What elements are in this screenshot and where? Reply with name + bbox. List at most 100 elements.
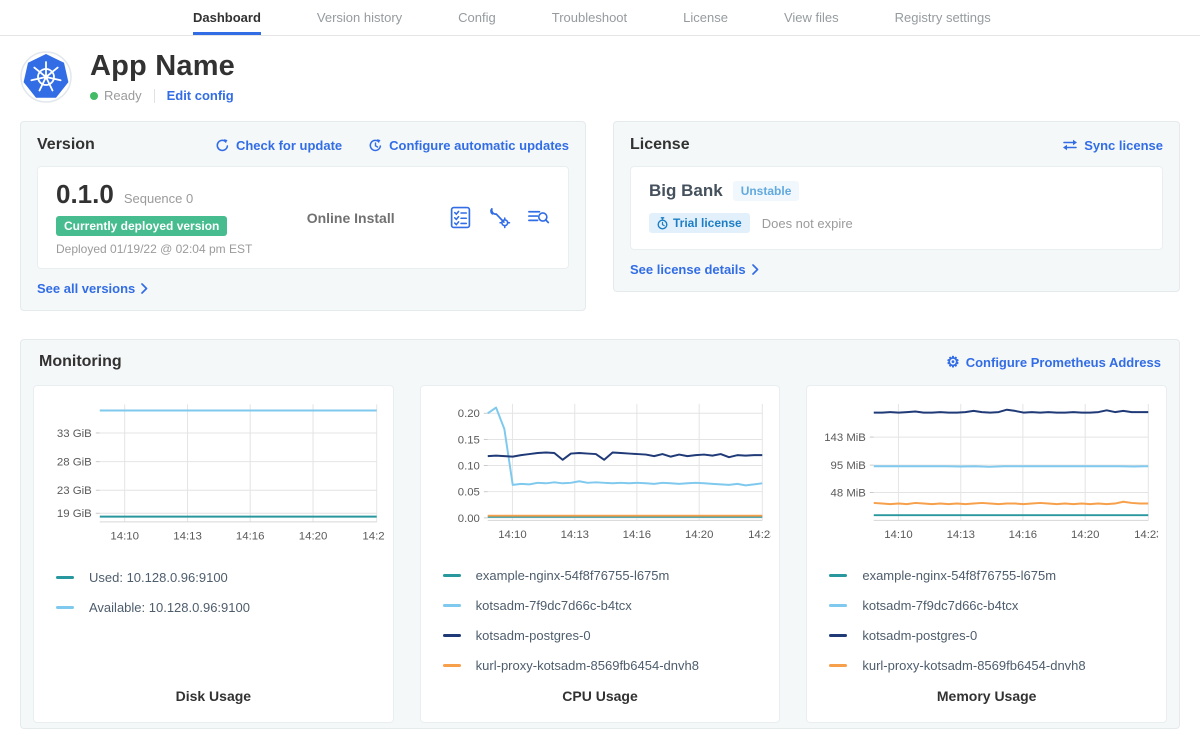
customer-name: Big Bank [649, 181, 723, 200]
license-expiry: Does not expire [761, 215, 853, 231]
legend-item: kurl-proxy-kotsadm-8569fb6454-dnvh8 [829, 658, 1158, 673]
sync-license-button[interactable]: Sync license [1062, 138, 1163, 153]
disk-usage-chart: 14:10 14:13 14:16 14:20 14:23 19 GiB 23 GiB 28 … [57, 404, 385, 543]
svg-text:0.20: 0.20 [457, 408, 479, 420]
legend-swatch [829, 604, 848, 607]
page-title: App Name [90, 50, 236, 82]
status-dot [90, 91, 98, 100]
legend-item: kotsadm-7f9dc7d66c-b4tcx [442, 598, 772, 613]
legend-label: kotsadm-postgres-0 [475, 628, 591, 643]
legend-label: example-nginx-54f8f76755-l675m [475, 568, 670, 583]
see-license-details-link[interactable]: See license details [630, 262, 759, 277]
memory-usage-legend: example-nginx-54f8f76755-l675m kotsadm-7f… [829, 568, 1158, 688]
chevron-right-icon [751, 264, 758, 275]
stopwatch-icon [657, 216, 668, 230]
app-header: App Name Ready Edit config [0, 36, 1200, 113]
svg-text:0.15: 0.15 [457, 434, 479, 446]
divider [153, 88, 155, 103]
configure-prometheus-link[interactable]: ⚙ Configure Prometheus Address [946, 353, 1161, 371]
legend-item: kurl-proxy-kotsadm-8569fb6454-dnvh8 [442, 658, 772, 673]
legend-label: example-nginx-54f8f76755-l675m [862, 568, 1057, 583]
svg-text:14:13: 14:13 [173, 531, 202, 543]
cpu-usage-chart: 14:10 14:13 14:16 14:20 14:23 0.00 0.05 0.10 0.1… [457, 403, 772, 541]
legend-swatch [56, 606, 74, 609]
chevron-right-icon [141, 283, 148, 294]
legend-label: kotsadm-postgres-0 [862, 628, 978, 643]
svg-text:14:16: 14:16 [1009, 529, 1037, 541]
legend-label: kurl-proxy-kotsadm-8569fb6454-dnvh8 [475, 658, 699, 673]
chart-title: CPU Usage [562, 688, 638, 704]
monitoring-section: Monitoring ⚙ Configure Prometheus Addres… [20, 339, 1180, 729]
cpu-usage-legend: example-nginx-54f8f76755-l675m kotsadm-7f… [442, 568, 772, 688]
legend-label: Used: 10.128.0.96:9100 [89, 570, 228, 585]
license-info-card: Big Bank Unstable Trial license Does not… [630, 166, 1163, 250]
svg-text:28 GiB: 28 GiB [57, 457, 92, 469]
svg-text:14:20: 14:20 [1071, 529, 1099, 541]
install-type-label: Online Install [306, 209, 395, 226]
svg-text:0.00: 0.00 [457, 513, 479, 525]
trial-license-badge: Trial license [649, 213, 750, 233]
cpu-usage-card: 14:10 14:13 14:16 14:20 14:23 0.00 0.05 0.10 0.1… [419, 385, 781, 723]
clock-refresh-icon [369, 138, 382, 151]
config-wrench-icon[interactable] [488, 206, 511, 229]
legend-label: kurl-proxy-kotsadm-8569fb6454-dnvh8 [862, 658, 1086, 673]
svg-text:14:20: 14:20 [299, 531, 328, 543]
svg-text:0.05: 0.05 [457, 487, 479, 499]
svg-text:0.10: 0.10 [457, 460, 479, 472]
view-logs-icon[interactable] [527, 206, 550, 229]
refresh-icon [216, 138, 229, 151]
disk-usage-legend: Used: 10.128.0.96:9100 Available: 10.128.… [56, 570, 385, 630]
legend-item: Used: 10.128.0.96:9100 [56, 570, 385, 585]
tab-license[interactable]: License [683, 10, 728, 25]
tab-view-files[interactable]: View files [783, 10, 839, 25]
svg-text:23 GiB: 23 GiB [57, 485, 92, 497]
svg-text:14:10: 14:10 [110, 531, 139, 543]
svg-text:19 GiB: 19 GiB [57, 508, 92, 520]
svg-text:14:13: 14:13 [947, 529, 975, 541]
legend-label: kotsadm-7f9dc7d66c-b4tcx [475, 598, 632, 613]
legend-swatch [829, 664, 848, 667]
tab-dashboard[interactable]: Dashboard [193, 0, 261, 35]
svg-text:14:16: 14:16 [622, 529, 650, 541]
gear-icon: ⚙ [946, 353, 960, 371]
channel-badge: Unstable [732, 181, 800, 201]
legend-item: example-nginx-54f8f76755-l675m [829, 568, 1158, 583]
svg-text:14:23: 14:23 [748, 529, 772, 541]
preflight-checks-icon[interactable] [449, 206, 472, 229]
legend-swatch [442, 664, 461, 667]
deployed-badge: Currently deployed version [56, 216, 228, 236]
tab-config[interactable]: Config [458, 10, 496, 25]
svg-text:14:13: 14:13 [560, 529, 588, 541]
svg-text:14:20: 14:20 [685, 529, 713, 541]
legend-swatch [56, 576, 74, 579]
version-number: 0.1.0 [56, 179, 114, 209]
legend-label: Available: 10.128.0.96:9100 [89, 600, 250, 615]
sync-icon [1063, 139, 1078, 151]
legend-item: example-nginx-54f8f76755-l675m [442, 568, 772, 583]
legend-swatch [442, 634, 461, 637]
kubernetes-logo-icon [20, 50, 72, 103]
svg-text:143 MiB: 143 MiB [825, 432, 867, 444]
configure-automatic-updates-button[interactable]: Configure automatic updates [368, 138, 569, 153]
legend-item: kotsadm-7f9dc7d66c-b4tcx [829, 598, 1158, 613]
version-sequence: Sequence 0 [123, 191, 194, 206]
svg-text:95 MiB: 95 MiB [831, 460, 866, 472]
monitoring-title: Monitoring [39, 353, 122, 370]
check-for-update-button[interactable]: Check for update [215, 138, 342, 153]
status-text: Ready [104, 88, 142, 103]
license-card-title: License [630, 136, 690, 153]
tab-version-history[interactable]: Version history [316, 10, 403, 25]
svg-text:14:16: 14:16 [236, 531, 265, 543]
tab-registry-settings[interactable]: Registry settings [894, 10, 991, 25]
tab-troubleshoot[interactable]: Troubleshoot [551, 10, 628, 25]
svg-text:14:23: 14:23 [362, 531, 384, 543]
legend-swatch [442, 574, 461, 577]
legend-item: kotsadm-postgres-0 [442, 628, 772, 643]
svg-text:14:10: 14:10 [885, 529, 913, 541]
memory-usage-chart: 14:10 14:13 14:16 14:20 14:23 48 MiB 95 MiB 143… [825, 403, 1158, 541]
license-card: License Sync license Big Bank Unstable [613, 121, 1180, 292]
legend-swatch [442, 604, 461, 607]
chart-title: Memory Usage [936, 688, 1037, 704]
edit-config-link[interactable]: Edit config [166, 88, 234, 103]
see-all-versions-link[interactable]: See all versions [37, 281, 148, 296]
